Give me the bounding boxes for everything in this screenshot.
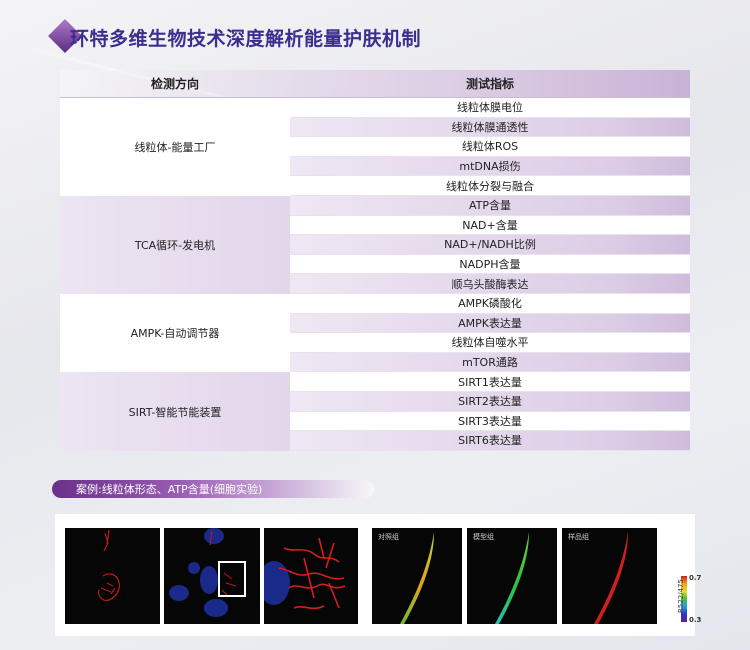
- zoomed-mitochondria-image: [264, 528, 358, 624]
- indicator-row: 线粒体膜通透性: [290, 117, 690, 138]
- indicator-row: 线粒体膜电位: [290, 98, 690, 118]
- indicator-row: 线粒体分裂与融合: [290, 176, 690, 196]
- indicator-row: 线粒体ROS: [290, 137, 690, 157]
- indicator-row: ATP含量: [290, 195, 690, 216]
- colorbar-max: 0.7: [689, 574, 702, 582]
- indicator-row: SIRT2表达量: [290, 391, 690, 412]
- merged-fluorescence-image: [164, 528, 260, 624]
- indicator-row: mTOR通路: [290, 352, 690, 373]
- indicator-row: NAD+含量: [290, 215, 690, 236]
- indicator-row: SIRT6表达量: [290, 431, 690, 451]
- indicator-column: 线粒体膜电位 线粒体膜通透性 线粒体ROS mtDNA损伤 线粒体分裂与融合 ATP含量 N…: [290, 98, 690, 451]
- group-label: 样品组: [568, 533, 589, 541]
- control-group-image: 对照组: [372, 528, 462, 624]
- sample-group-image: 样品组: [562, 528, 657, 624]
- group-column: 线粒体-能量工厂 TCA循环-发电机 AMPK-自动调节器 SIRT-智能节能装置: [60, 98, 290, 451]
- indicator-row: SIRT1表达量: [290, 372, 690, 392]
- indicator-row: 顺乌头酸酶表达: [290, 274, 690, 294]
- group-name: TCA循环-发电机: [60, 196, 290, 294]
- colorbar-min: 0.3: [689, 616, 702, 624]
- indicator-row: NAD+/NADH比例: [290, 235, 690, 255]
- model-group-image: 模型组: [467, 528, 557, 624]
- page-header: 环特多维生物技术深度解析能量护肤机制: [48, 19, 421, 54]
- indicator-row: SIRT3表达量: [290, 411, 690, 432]
- case-caption: 案例:线粒体形态、ATP含量(细胞实验): [52, 480, 374, 498]
- group-name: 线粒体-能量工厂: [60, 98, 290, 196]
- table-header: 检测方向 测试指标: [60, 70, 690, 97]
- indicator-row: AMPK磷酸化: [290, 293, 690, 314]
- indicator-row: 线粒体自噬水平: [290, 333, 690, 353]
- header-direction: 检测方向: [150, 77, 199, 91]
- indicator-row: AMPK表达量: [290, 313, 690, 334]
- table-body: 线粒体-能量工厂 TCA循环-发电机 AMPK-自动调节器 SIRT-智能节能装置 线…: [60, 97, 690, 451]
- page-title: 环特多维生物技术深度解析能量护肤机制: [70, 27, 422, 50]
- group-name: SIRT-智能节能装置: [60, 372, 290, 451]
- group-name: AMPK-自动调节器: [60, 294, 290, 373]
- indicator-row: NADPH含量: [290, 254, 690, 275]
- test-table: 检测方向 测试指标 线粒体-能量工厂 TCA循环-发电机 AMPK-自动调节器 SIR…: [60, 70, 690, 451]
- indicator-row: mtDNA损伤: [290, 156, 690, 177]
- header-indicator: 测试指标: [465, 77, 514, 91]
- colorbar-label: R522/475: [676, 579, 685, 613]
- mito-fluorescence-image: [65, 528, 160, 624]
- group-label: 模型组: [473, 533, 494, 541]
- case-figure: 对照组 模型组 样品组 0.7 0.3 R522/475: [55, 514, 701, 636]
- color-scale-bar: [681, 576, 687, 622]
- group-label: 对照组: [378, 533, 399, 541]
